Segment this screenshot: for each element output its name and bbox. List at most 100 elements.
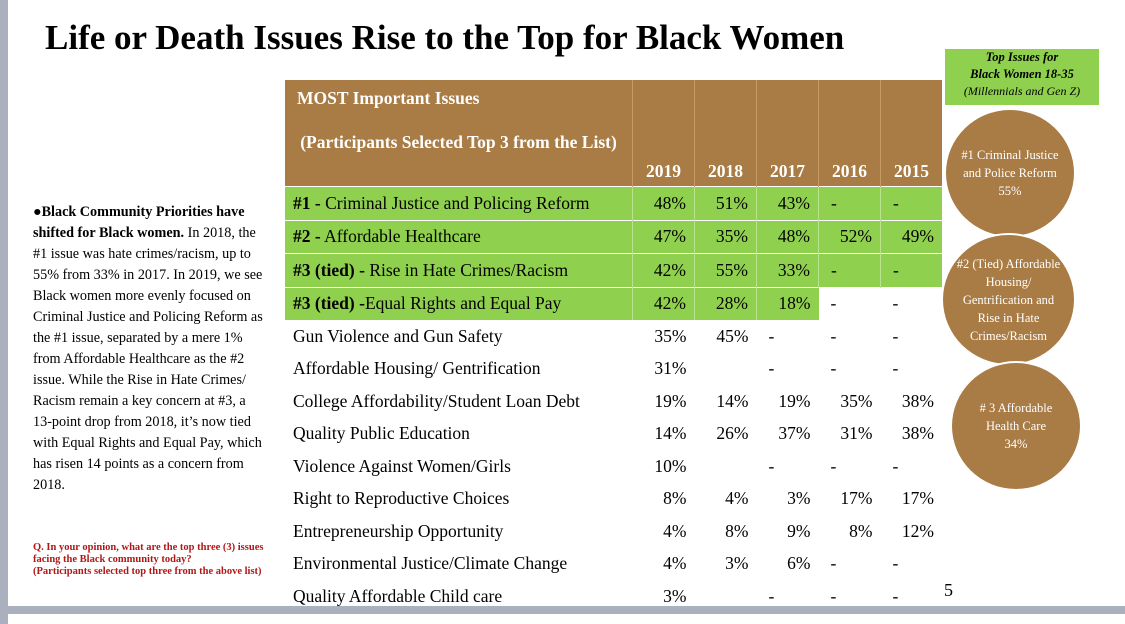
issue-name: Criminal Justice and Policing Reform — [320, 192, 590, 213]
sidebar-title1: Top Issues for — [985, 50, 1059, 64]
issue-label: Right to Reproductive Choices — [285, 483, 633, 516]
value-cell — [695, 580, 757, 613]
table-row: Violence Against Women/Girls 10% - - - — [285, 450, 942, 483]
issue-name: Quality Public Education — [293, 423, 470, 444]
value-cell: 42% — [632, 253, 695, 287]
issue-circle-3: # 3 Affordable Health Care 34% — [950, 361, 1082, 491]
issue-label: Entrepreneurship Opportunity — [285, 515, 633, 548]
value-cell: 31% — [840, 423, 873, 444]
value-cell: 17% — [840, 488, 873, 509]
value-cell: - — [830, 553, 837, 574]
issue-name: Environmental Justice/Climate Change — [293, 553, 568, 574]
table-row: Environmental Justice/Climate Change 4% 3%… — [285, 548, 942, 581]
issues-table: MOST Important Issues (Participants Selec… — [285, 80, 942, 613]
value-cell: 55% — [694, 253, 757, 287]
value-cell: 38% — [901, 390, 934, 411]
issue-label: Gun Violence and Gun Safety — [285, 320, 633, 353]
issue-name: Affordable Healthcare — [320, 226, 481, 247]
value-cell: 35% — [694, 219, 757, 254]
value-cell: 18% — [756, 286, 819, 320]
value-cell: - — [892, 325, 899, 346]
value-cell: - — [768, 325, 775, 346]
table-row: Right to Reproductive Choices 8% 4% 3% 17% 17… — [285, 483, 942, 516]
survey-question: Q. In your opinion, what are the top thr… — [33, 542, 273, 578]
question-sub: (Participants selected top three from th… — [33, 566, 262, 577]
value-cell: 47% — [632, 219, 695, 254]
slide-bottom-border — [0, 606, 1125, 614]
issue-label: Environmental Justice/Climate Change — [285, 548, 633, 581]
value-cell: 4% — [663, 520, 687, 541]
year-header: 2016 — [818, 80, 881, 187]
table-header: MOST Important Issues (Participants Selec… — [285, 80, 942, 187]
value-cell: 19% — [654, 390, 687, 411]
issue-label: #1 - Criminal Justice and Policing Refor… — [285, 186, 633, 220]
slide-left-border — [0, 0, 8, 624]
note-text: In 2018, the #1 issue was hate crimes/ra… — [33, 225, 263, 493]
value-cell: 8% — [849, 520, 873, 541]
table-row: Entrepreneurship Opportunity 4% 8% 9% 8% 12% — [285, 515, 942, 548]
value-cell: 48% — [756, 219, 819, 254]
table-row: #3 (tied) -Equal Rights and Equal Pay 42%… — [285, 286, 942, 320]
value-cell: - — [880, 286, 942, 320]
value-cell: - — [818, 186, 881, 220]
value-cell: - — [768, 358, 775, 379]
value-cell: 35% — [840, 390, 873, 411]
value-cell: 10% — [654, 455, 687, 476]
value-cell: 28% — [694, 286, 757, 320]
sidebar-title-box: Top Issues for Black Women 18-35 (Millenni… — [945, 49, 1099, 105]
sidebar-subtitle: (Millennials and Gen Z) — [963, 84, 1081, 98]
table-row: #1 - Criminal Justice and Policing Refor… — [285, 186, 942, 220]
page-number: 5 — [944, 580, 953, 600]
value-cell: 4% — [725, 488, 749, 509]
issue-name: Gun Violence and Gun Safety — [293, 325, 503, 346]
issue-label: College Affordability/Student Loan Debt — [285, 385, 633, 418]
issue-circle-1: #1 Criminal Justice and Police Reform 55… — [944, 108, 1076, 238]
value-cell: - — [818, 253, 881, 287]
issue-name: Rise in Hate Crimes/Racism — [364, 259, 569, 280]
rank-prefix: #3 (tied) - — [293, 259, 365, 280]
value-cell: 51% — [694, 186, 757, 220]
value-cell: 19% — [778, 390, 811, 411]
value-cell: 6% — [787, 553, 811, 574]
value-cell: - — [830, 585, 837, 606]
value-cell: - — [892, 553, 899, 574]
value-cell — [695, 353, 757, 386]
rank-prefix: #1 - — [293, 192, 321, 213]
issue-label: Affordable Housing/ Gentrification — [285, 353, 633, 386]
year-header: 2019 — [632, 80, 695, 187]
value-cell — [695, 450, 757, 483]
value-cell: 12% — [901, 520, 934, 541]
value-cell: 17% — [901, 488, 934, 509]
value-cell: - — [830, 325, 837, 346]
value-cell: - — [892, 358, 899, 379]
value-cell: 31% — [654, 358, 687, 379]
issue-circle-2: #2 (Tied) Affordable Housing/ Gentrifica… — [941, 233, 1076, 366]
value-cell: 37% — [778, 423, 811, 444]
value-cell: - — [768, 585, 775, 606]
value-cell: 33% — [756, 253, 819, 287]
value-cell: 35% — [654, 325, 687, 346]
rank-prefix: #3 (tied) - — [293, 293, 365, 314]
value-cell: 48% — [632, 186, 695, 220]
rank-prefix: #2 - — [293, 226, 321, 247]
value-cell: 26% — [716, 423, 749, 444]
value-cell: 4% — [663, 553, 687, 574]
question-text: Q. In your opinion, what are the top thr… — [33, 542, 264, 565]
value-cell: - — [830, 358, 837, 379]
value-cell: 8% — [663, 488, 687, 509]
value-cell: - — [892, 585, 899, 606]
slide-title: Life or Death Issues Rise to the Top for… — [45, 18, 845, 57]
value-cell: 42% — [632, 286, 695, 320]
value-cell: 43% — [756, 186, 819, 220]
value-cell: 45% — [716, 325, 749, 346]
issue-name: Equal Rights and Equal Pay — [364, 293, 562, 314]
issue-label: #3 (tied) - Rise in Hate Crimes/Racism — [285, 253, 633, 287]
note-bold: ●Black Community Priorities have shifted… — [33, 204, 245, 241]
issue-name: Entrepreneurship Opportunity — [293, 520, 504, 541]
issue-label: Quality Affordable Child care — [285, 580, 633, 613]
year-header: 2018 — [694, 80, 757, 187]
value-cell: 14% — [716, 390, 749, 411]
value-cell: 49% — [880, 219, 942, 254]
value-cell: 14% — [654, 423, 687, 444]
value-cell: - — [818, 286, 881, 320]
